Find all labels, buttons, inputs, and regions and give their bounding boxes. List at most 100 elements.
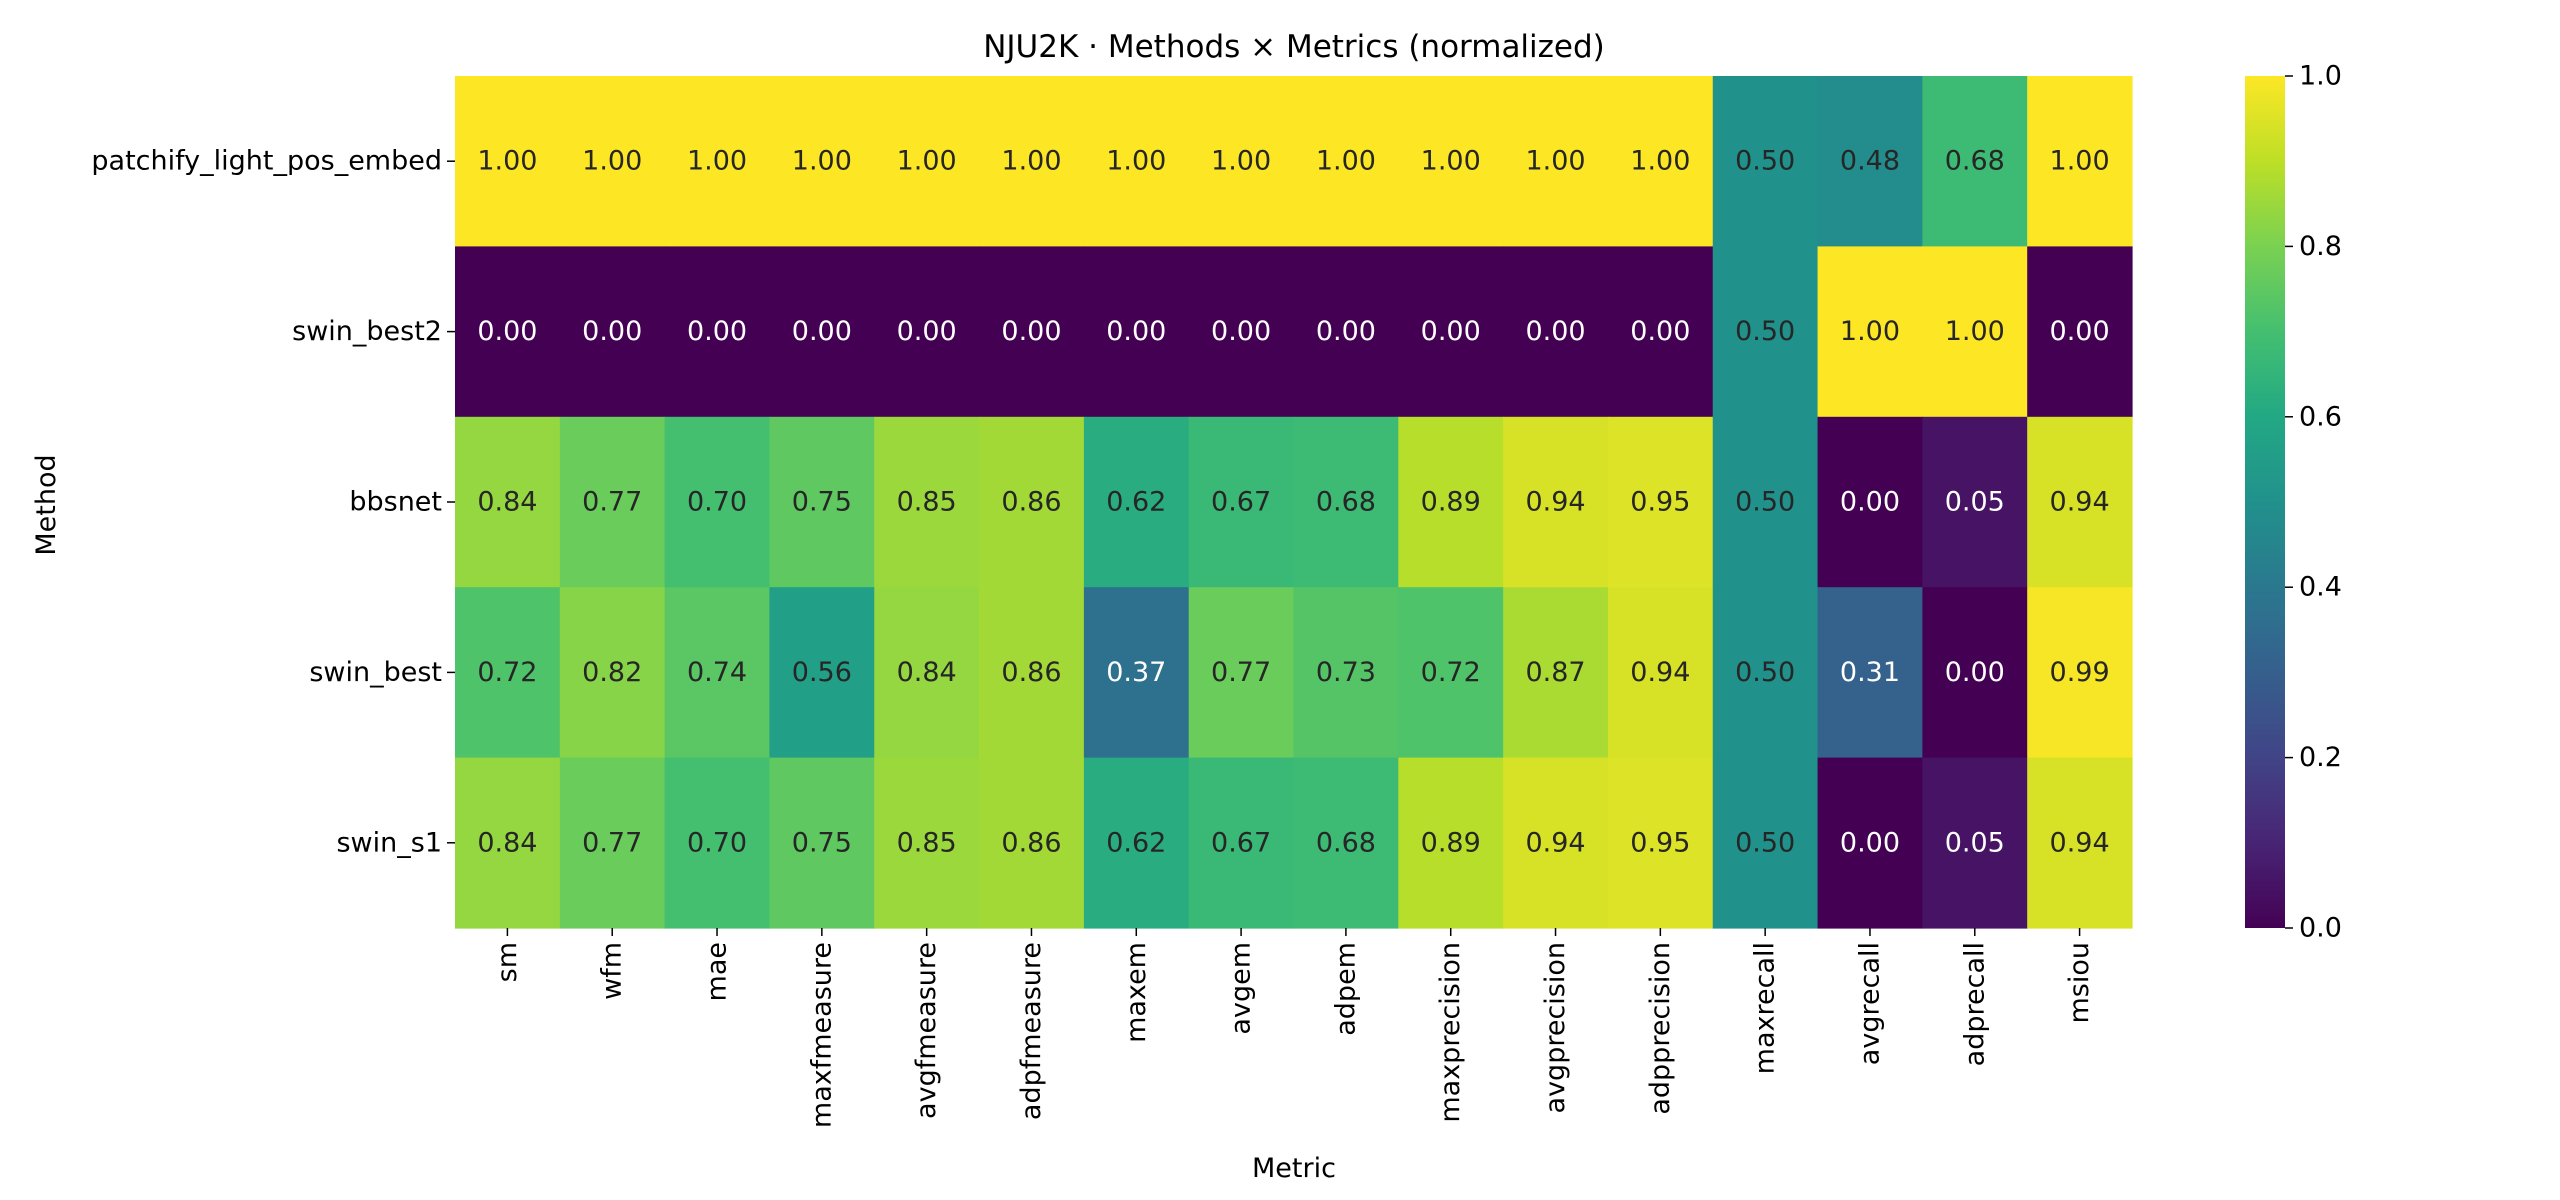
cell-value-label: 0.82 xyxy=(582,657,642,688)
cell-value-label: 0.67 xyxy=(1211,827,1271,858)
column-tick-label: mae xyxy=(702,942,733,1001)
heatmap-cell xyxy=(1188,76,1295,247)
heatmap-cell xyxy=(1398,757,1504,929)
heatmap-cell xyxy=(874,246,980,418)
cell-value-label: 0.85 xyxy=(897,487,957,518)
heatmap-cell xyxy=(1607,76,1714,247)
colorbar-tick-label: 1.0 xyxy=(2299,61,2342,92)
cell-value-label: 0.67 xyxy=(1211,487,1271,518)
column-tick-label: avgprecision xyxy=(1540,942,1571,1113)
cell-value-label: 0.94 xyxy=(1630,657,1690,688)
heatmap-cell xyxy=(874,757,980,929)
colorbar-tick-label: 0.2 xyxy=(2299,742,2342,773)
cell-value-label: 1.00 xyxy=(1316,146,1376,177)
heatmap-cell xyxy=(559,757,666,929)
heatmap-cell xyxy=(1188,416,1295,588)
row-tick-label: swin_best2 xyxy=(292,316,442,347)
cell-value-label: 1.00 xyxy=(1840,316,1900,347)
column-tick-label: msiou xyxy=(2064,942,2095,1024)
cell-value-label: 1.00 xyxy=(2050,146,2110,177)
cell-value-label: 1.00 xyxy=(477,146,537,177)
cell-value-label: 0.70 xyxy=(687,487,747,518)
cell-value-label: 0.00 xyxy=(1840,487,1900,518)
cell-value-label: 1.00 xyxy=(582,146,642,177)
cell-value-label: 0.00 xyxy=(792,316,852,347)
cell-value-label: 0.50 xyxy=(1735,146,1795,177)
heatmap-cell xyxy=(979,757,1085,929)
y-axis-label: Method xyxy=(31,454,62,555)
row-tick-label: patchify_light_pos_embed xyxy=(91,146,442,177)
cell-value-label: 0.62 xyxy=(1106,827,1166,858)
colorbar-tick-label: 0.8 xyxy=(2299,231,2342,262)
heatmap-cell xyxy=(1188,246,1295,418)
cell-value-label: 0.50 xyxy=(1735,487,1795,518)
heatmap-cell xyxy=(1607,246,1714,418)
column-tick-label: adpprecision xyxy=(1645,942,1676,1115)
heatmap-cell xyxy=(1712,587,1819,759)
column-tick-label: maxrecall xyxy=(1750,942,1781,1074)
cell-value-label: 0.00 xyxy=(1630,316,1690,347)
cell-value-label: 0.31 xyxy=(1840,657,1900,688)
chart-title: NJU2K · Methods × Metrics (normalized) xyxy=(983,29,1605,65)
heatmap-cell xyxy=(1922,587,2028,759)
heatmap-cell xyxy=(1398,76,1504,247)
heatmap-cell xyxy=(664,246,771,418)
column-tick-label: adpem xyxy=(1330,942,1361,1036)
cell-value-label: 0.99 xyxy=(2050,657,2110,688)
cell-value-label: 0.37 xyxy=(1106,657,1166,688)
column-tick-label: avgrecall xyxy=(1854,942,1885,1065)
heatmap-cell xyxy=(1712,76,1819,247)
column-tick-label: wfm xyxy=(597,942,628,1000)
heatmap-cell xyxy=(1607,416,1714,588)
heatmap-cell xyxy=(2027,76,2133,247)
cell-value-label: 0.68 xyxy=(1945,146,2005,177)
cell-value-label: 0.84 xyxy=(897,657,957,688)
heatmap-cell xyxy=(664,416,771,588)
heatmap-cell xyxy=(769,416,875,588)
cell-value-label: 0.73 xyxy=(1316,657,1376,688)
heatmap-cell xyxy=(1607,757,1714,929)
heatmap-cell xyxy=(1503,416,1609,588)
heatmap-cell xyxy=(1817,757,1923,929)
cell-value-label: 0.85 xyxy=(897,827,957,858)
cell-value-label: 0.77 xyxy=(582,827,642,858)
cell-value-label: 0.00 xyxy=(582,316,642,347)
cell-value-label: 0.94 xyxy=(2050,487,2110,518)
colorbar-tick-label: 0.6 xyxy=(2299,401,2342,432)
column-tick-label: maxprecision xyxy=(1435,942,1466,1123)
heatmap-cell xyxy=(1293,587,1399,759)
cell-value-label: 0.75 xyxy=(792,827,852,858)
heatmap-cell xyxy=(1503,246,1609,418)
cell-value-label: 0.86 xyxy=(1001,487,1061,518)
heatmap-cell xyxy=(2027,416,2133,588)
row-tick-label: swin_best xyxy=(309,657,442,688)
cell-value-label: 0.77 xyxy=(1211,657,1271,688)
heatmap-cell xyxy=(1293,246,1399,418)
column-tick-labels: sm wfm mae maxfmeasure avgfmeasure adpfmeasur… xyxy=(492,928,2095,1128)
heatmap-cell xyxy=(1293,757,1399,929)
heatmap-cell xyxy=(979,587,1085,759)
cell-value-label: 0.05 xyxy=(1945,827,2005,858)
column-tick-label: maxfmeasure xyxy=(806,942,837,1128)
heatmap-cell xyxy=(455,246,561,418)
heatmap-cell xyxy=(769,587,875,759)
heatmap-cell xyxy=(1083,76,1190,247)
cell-value-label: 0.86 xyxy=(1001,827,1061,858)
heatmap-cell xyxy=(1503,76,1609,247)
heatmap-cell xyxy=(1712,757,1819,929)
column-tick-label: sm xyxy=(492,942,523,982)
heatmap-cell xyxy=(559,416,666,588)
cell-value-label: 0.00 xyxy=(477,316,537,347)
heatmap-cell xyxy=(559,76,666,247)
heatmap-cell xyxy=(1922,76,2028,247)
cell-value-label: 1.00 xyxy=(897,146,957,177)
heatmap-cell xyxy=(1922,246,2028,418)
heatmap-cell xyxy=(664,757,771,929)
heatmap-cell xyxy=(1817,76,1923,247)
heatmap-cell xyxy=(1817,587,1923,759)
row-tick-label: bbsnet xyxy=(349,487,442,518)
colorbar: 0.0 0.2 0.4 0.6 0.8 1.0 xyxy=(2245,61,2342,944)
cell-value-label: 0.50 xyxy=(1735,657,1795,688)
cell-value-label: 0.87 xyxy=(1525,657,1585,688)
heatmap-cell xyxy=(664,587,771,759)
